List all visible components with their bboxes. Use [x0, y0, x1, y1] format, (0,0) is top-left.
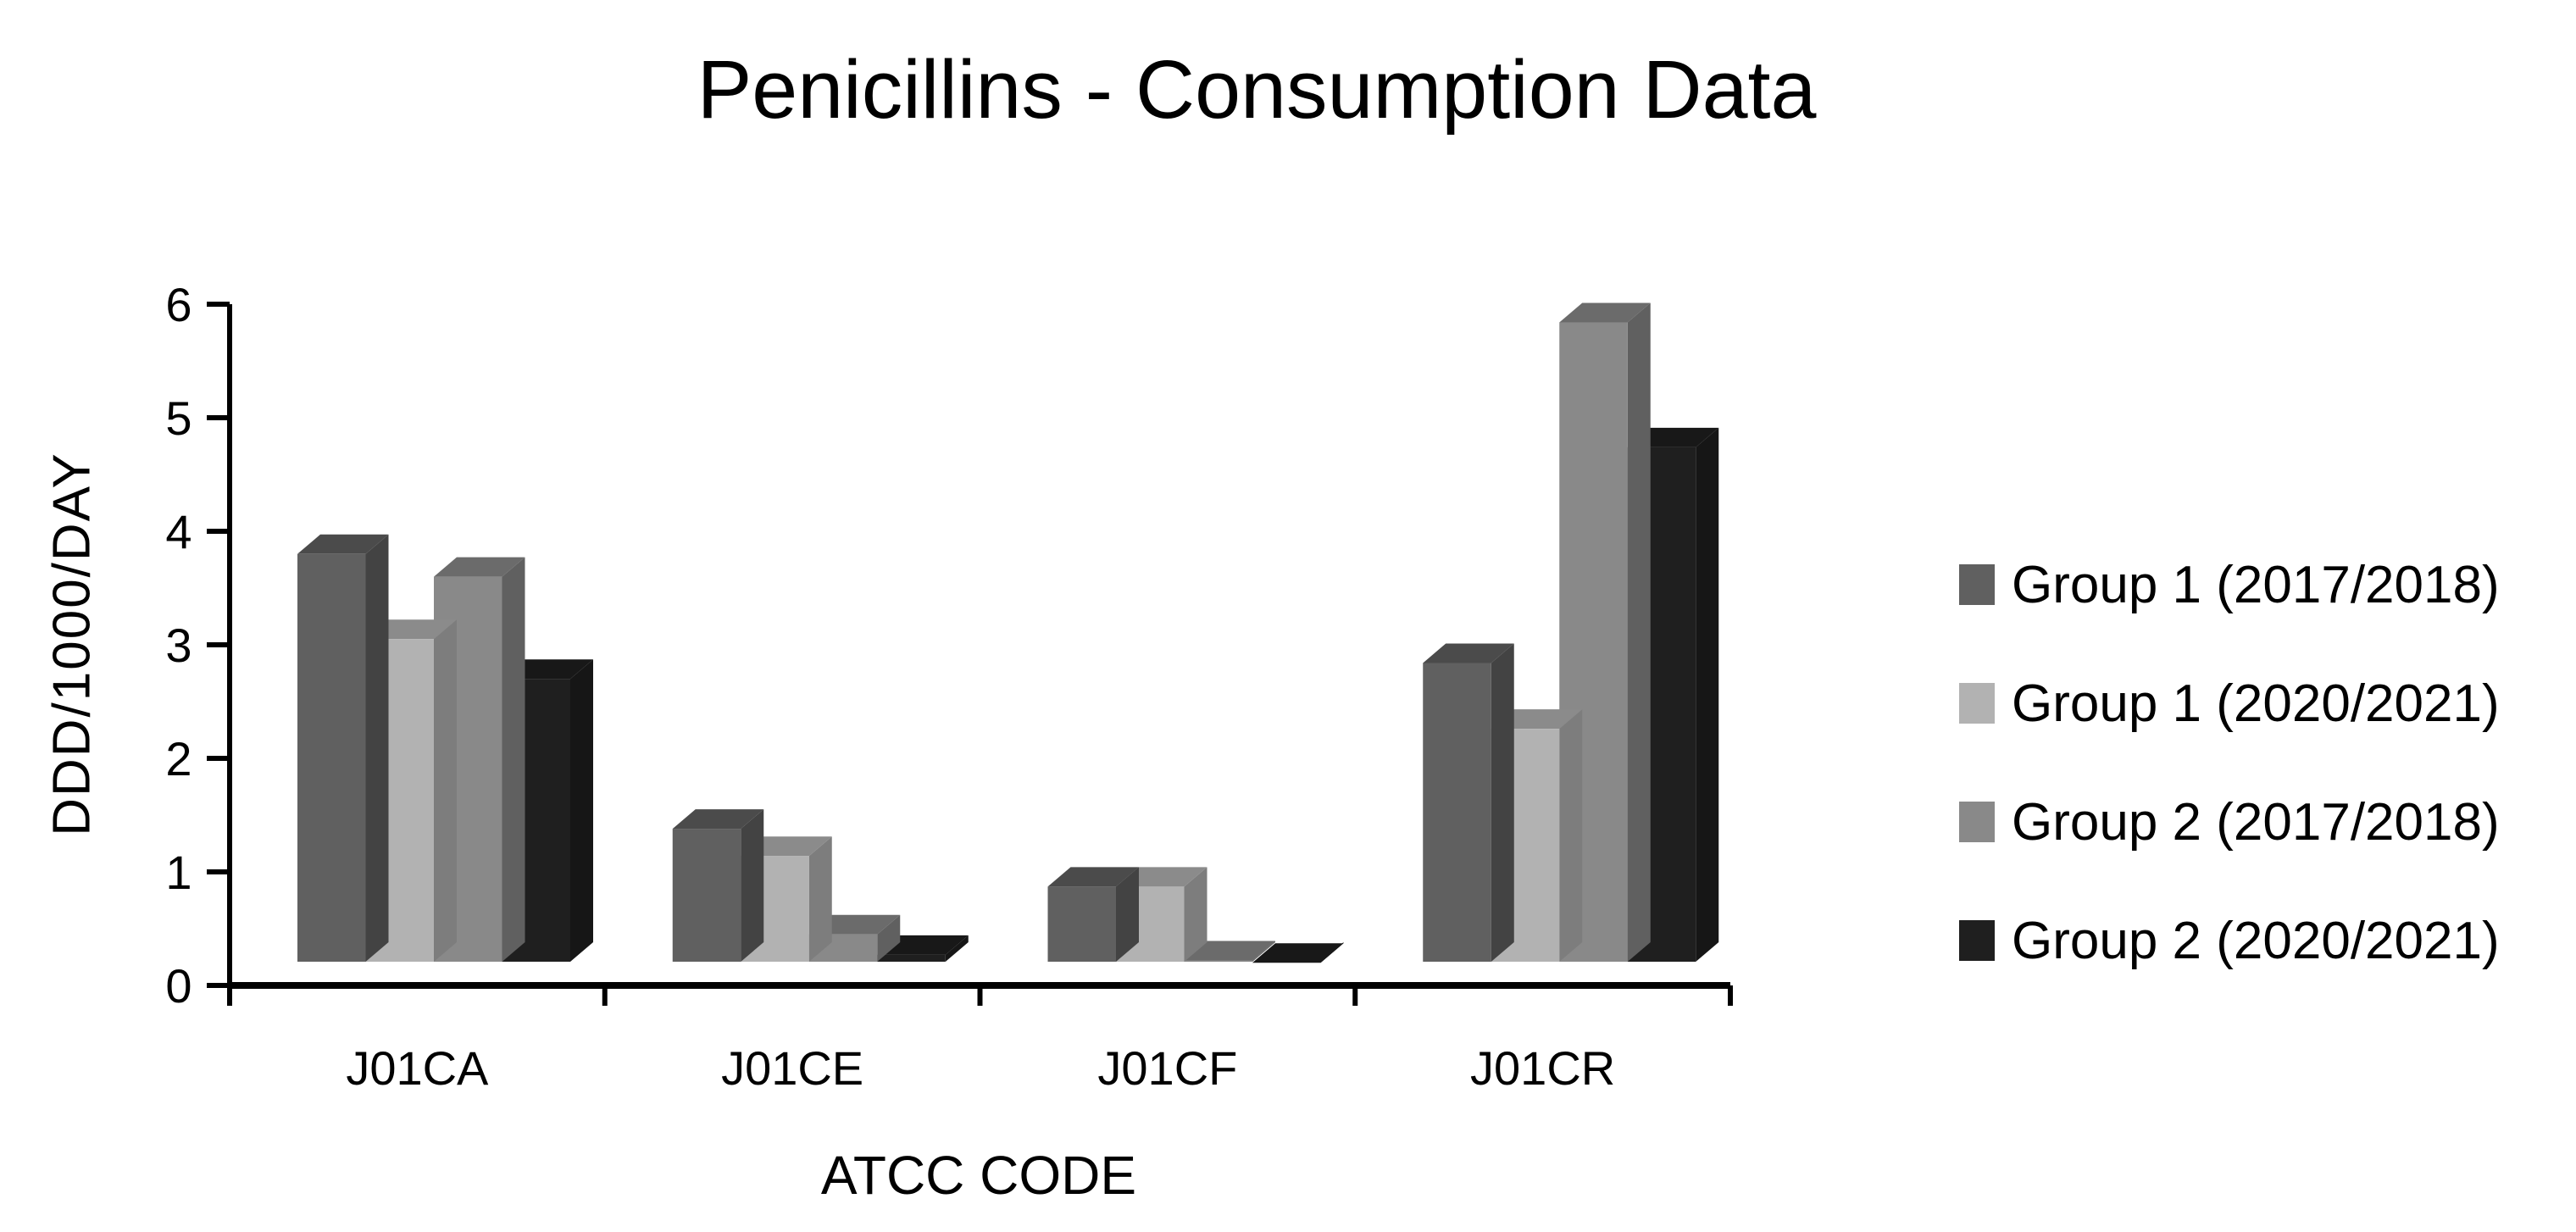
legend-swatch-icon: [1959, 564, 1995, 605]
bar-side: [1559, 709, 1583, 962]
y-tick-label: 2: [165, 732, 192, 785]
legend-label: Group 2 (2017/2018): [2012, 792, 2500, 852]
x-axis-title: ATCC CODE: [820, 1145, 1137, 1206]
bar-side: [741, 809, 764, 962]
bar-top: [1184, 941, 1275, 961]
bar-front: [1047, 886, 1116, 962]
bar: [1423, 643, 1514, 962]
bar-top: [1047, 867, 1139, 887]
x-category-label: J01CA: [346, 1041, 489, 1095]
x-category-label: J01CR: [1470, 1041, 1615, 1095]
y-tick-label: 0: [165, 959, 192, 1013]
bar-side: [1491, 643, 1514, 962]
x-category-label: J01CF: [1097, 1041, 1237, 1095]
bar-front: [1184, 960, 1252, 962]
y-axis-title: DDD/1000/DAY: [42, 452, 102, 836]
bar: [1184, 941, 1275, 962]
legend-item: Group 2 (2017/2018): [1959, 763, 2500, 881]
bar-side: [570, 659, 593, 962]
bar-side: [502, 557, 525, 962]
bar-side: [1184, 867, 1208, 962]
y-tick-label: 3: [165, 619, 192, 672]
bar-top: [1559, 302, 1651, 323]
bar-front: [1423, 663, 1491, 962]
legend-item: Group 1 (2017/2018): [1959, 525, 2500, 644]
y-tick-label: 1: [165, 846, 192, 899]
bar: [1252, 942, 1344, 963]
legend: Group 1 (2017/2018) Group 1 (2020/2021) …: [1959, 525, 2500, 1000]
legend-label: Group 1 (2020/2021): [2012, 674, 2500, 733]
axes-layer: 0 1 2 3 4 5 6 J01CA J01CE J01CF J01CR: [165, 278, 1733, 1095]
bar-top: [1423, 643, 1514, 663]
bar-side: [365, 534, 389, 962]
bar-front: [877, 954, 946, 962]
bar: [297, 534, 389, 962]
bar-side: [808, 836, 832, 962]
bar-side: [1116, 867, 1139, 962]
legend-item: Group 2 (2020/2021): [1959, 881, 2500, 1000]
bar-top: [1252, 943, 1344, 963]
bar-front: [297, 553, 366, 962]
bar: [1047, 867, 1139, 962]
legend-label: Group 2 (2020/2021): [2012, 911, 2500, 970]
y-tick-label: 6: [165, 278, 192, 331]
bar-top: [297, 534, 389, 554]
bar-side: [877, 914, 901, 962]
bar-side: [434, 619, 457, 962]
bar-front: [672, 829, 741, 962]
y-tick-label: 4: [165, 505, 192, 558]
legend-item: Group 1 (2020/2021): [1959, 644, 2500, 763]
chart-title: Penicillins - Consumption Data: [697, 43, 1817, 136]
legend-swatch-icon: [1959, 920, 1995, 961]
y-tick-label: 5: [165, 391, 192, 445]
bar-top: [434, 557, 525, 577]
legend-label: Group 1 (2017/2018): [2012, 555, 2500, 614]
bar-side: [945, 935, 969, 962]
x-category-label: J01CE: [721, 1041, 863, 1095]
legend-swatch-icon: [1959, 683, 1995, 724]
bar-side: [1696, 427, 1719, 963]
bar-side: [1627, 302, 1651, 962]
bars-layer: [297, 302, 1719, 963]
legend-swatch-icon: [1959, 802, 1995, 842]
bar-top: [672, 809, 764, 830]
bar-side: [1252, 941, 1275, 962]
bar: [672, 809, 764, 962]
